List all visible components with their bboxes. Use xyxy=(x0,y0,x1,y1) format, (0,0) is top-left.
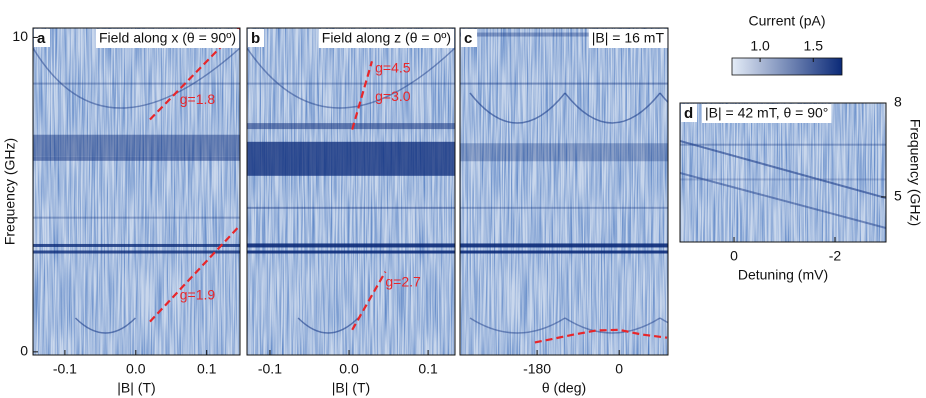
annotation: g=1.9 xyxy=(180,287,216,303)
y-tick-label: 5 xyxy=(894,188,902,204)
letter-bg xyxy=(681,104,697,122)
x-tick-label: 0.1 xyxy=(197,361,217,377)
x-axis-label: |B| (T) xyxy=(117,380,155,396)
heatmap-band xyxy=(460,243,668,248)
panel-letter: b xyxy=(251,30,260,47)
frame xyxy=(32,27,241,356)
title-bg xyxy=(588,29,668,48)
y-tick-label: 8 xyxy=(894,94,902,110)
heatmap-band xyxy=(247,123,455,130)
colorbar-title: Current (pA) xyxy=(748,13,825,29)
panel-letter: a xyxy=(37,30,46,47)
x-tick-label: -0.1 xyxy=(258,361,282,377)
title-bg xyxy=(95,29,239,48)
annotation: g=2.7 xyxy=(385,273,421,289)
x-tick-label: 0.0 xyxy=(126,361,146,377)
heatmap-noise xyxy=(33,28,240,355)
panel-title: Field along z (θ = 0º) xyxy=(322,30,451,46)
panel-title: |B| = 16 mT xyxy=(592,30,665,46)
heatmap-band xyxy=(247,141,455,176)
fit-line xyxy=(534,328,668,344)
y-axis-label: Frequency (GHz) xyxy=(907,119,923,226)
heatmap-band xyxy=(247,243,455,248)
letter-bg xyxy=(461,29,477,47)
heatmap-feature xyxy=(297,317,359,334)
annotation: g=3.0 xyxy=(375,88,411,104)
panel-letter: c xyxy=(464,30,472,47)
heatmap-band xyxy=(680,178,886,181)
y-tick-label: 0 xyxy=(20,343,28,359)
title-bg xyxy=(318,29,454,48)
heatmap-band xyxy=(460,206,668,209)
heatmap xyxy=(33,28,240,355)
x-axis-label: Detuning (mV) xyxy=(738,267,828,283)
heatmap-noise xyxy=(247,28,455,355)
heatmap-band xyxy=(460,32,668,37)
heatmap-feature xyxy=(247,47,455,109)
y-axis-label: Frequency (GHz) xyxy=(2,138,18,245)
heatmap-band xyxy=(33,250,240,254)
panel-letter: d xyxy=(684,105,693,122)
panel-title: Field along x (θ = 90º) xyxy=(99,30,236,46)
heatmap-noise xyxy=(460,28,668,355)
heatmap-band xyxy=(247,82,455,85)
heatmap-band xyxy=(247,206,455,209)
y-tick-label: 10 xyxy=(12,28,28,44)
heatmap xyxy=(247,28,455,355)
x-tick-label: 0.1 xyxy=(418,361,438,377)
heatmap-feature xyxy=(74,317,136,334)
heatmap-feature xyxy=(469,92,566,124)
x-tick-label: -2 xyxy=(829,248,842,264)
x-axis-label: θ (deg) xyxy=(542,380,586,396)
heatmap-noise xyxy=(680,103,886,242)
x-tick-label: -0.1 xyxy=(53,361,77,377)
colorbar xyxy=(731,57,843,76)
heatmap-band xyxy=(460,250,668,254)
heatmap-feature xyxy=(564,92,661,124)
colorbar-tick-label: 1.5 xyxy=(804,38,824,54)
heatmap-band xyxy=(33,134,240,157)
annotation: g=4.5 xyxy=(375,60,411,76)
heatmap-feature xyxy=(680,140,886,199)
letter-bg xyxy=(34,29,50,47)
heatmap-feature xyxy=(33,47,240,109)
fit-line xyxy=(351,61,374,130)
heatmap-feature xyxy=(659,317,668,324)
x-tick-label: 0 xyxy=(730,248,738,264)
heatmap xyxy=(680,103,886,242)
x-tick-label: -180 xyxy=(523,361,551,377)
heatmap-band xyxy=(33,156,240,161)
heatmap-band xyxy=(680,143,886,146)
title-bg xyxy=(702,104,832,123)
heatmap xyxy=(460,28,668,355)
heatmap-band xyxy=(460,82,668,85)
heatmap-band xyxy=(33,243,240,247)
heatmap-band xyxy=(33,216,240,219)
x-tick-label: 0 xyxy=(615,361,623,377)
heatmap-feature xyxy=(680,172,886,229)
heatmap-band xyxy=(247,250,455,254)
frame xyxy=(679,102,887,243)
heatmap-feature xyxy=(469,317,566,334)
frame xyxy=(246,27,456,356)
letter-bg xyxy=(248,29,264,47)
heatmap-band xyxy=(460,143,668,162)
panel-title: |B| = 42 mT, θ = 90° xyxy=(705,105,828,121)
colorbar-tick-label: 1.0 xyxy=(750,38,770,54)
annotation: g=1.8 xyxy=(180,91,216,107)
x-tick-label: 0.0 xyxy=(339,361,359,377)
fit-line xyxy=(351,271,387,331)
frame xyxy=(459,27,669,356)
heatmap-feature xyxy=(564,317,661,334)
heatmap-band xyxy=(33,82,240,85)
x-axis-label: |B| (T) xyxy=(332,380,370,396)
